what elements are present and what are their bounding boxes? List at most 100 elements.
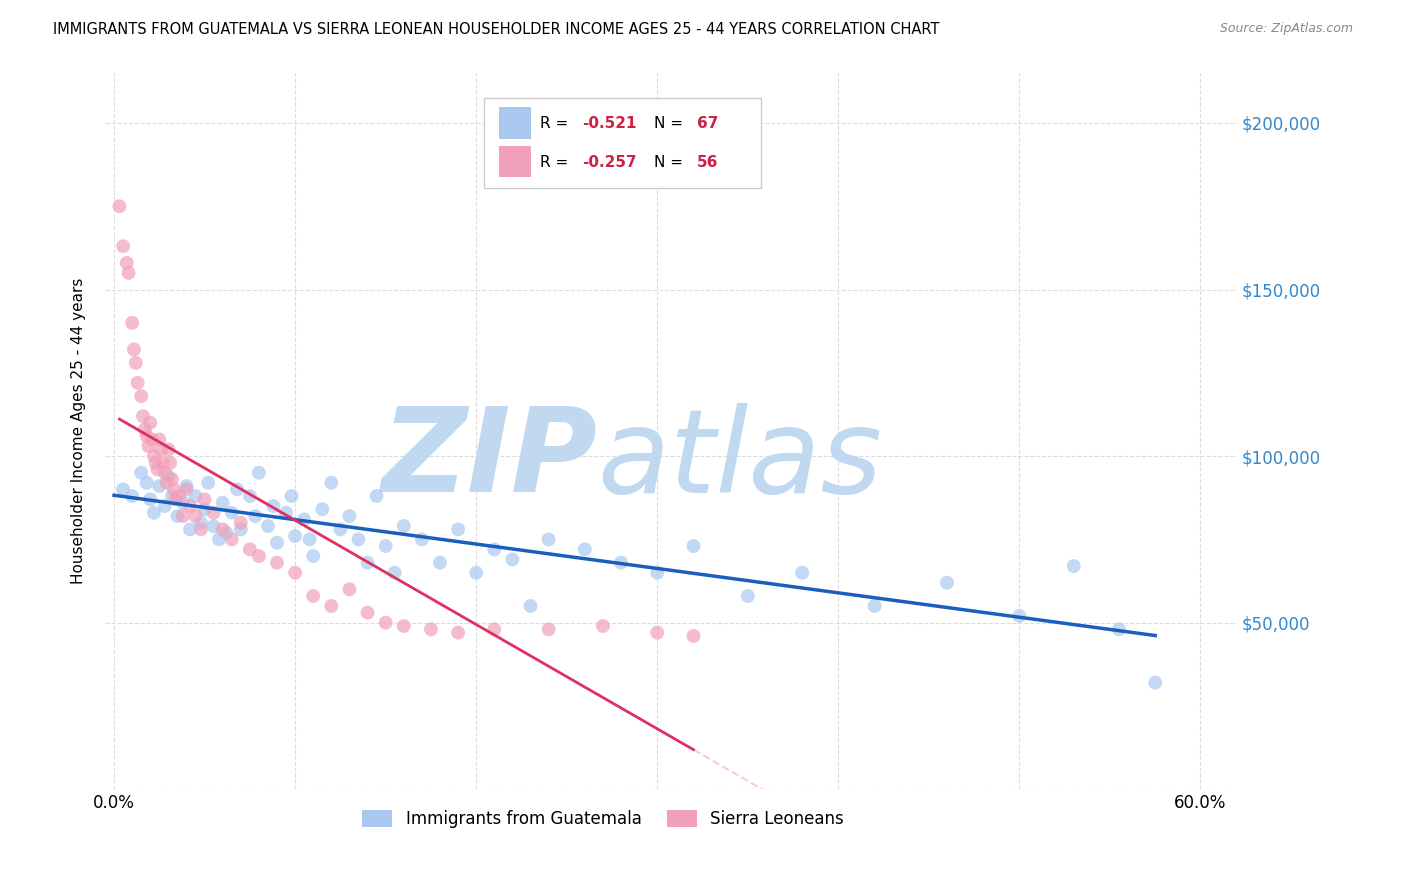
Legend: Immigrants from Guatemala, Sierra Leoneans: Immigrants from Guatemala, Sierra Leonea… bbox=[356, 803, 851, 835]
Point bbox=[194, 492, 217, 507]
Text: Source: ZipAtlas.com: Source: ZipAtlas.com bbox=[1219, 22, 1353, 36]
Point bbox=[339, 582, 361, 597]
Point bbox=[157, 469, 180, 483]
Point bbox=[211, 496, 233, 510]
Point bbox=[610, 556, 633, 570]
Text: -0.257: -0.257 bbox=[582, 155, 637, 170]
Point bbox=[537, 533, 560, 547]
Point bbox=[339, 509, 361, 524]
Point bbox=[184, 489, 207, 503]
Point bbox=[163, 483, 186, 497]
Point bbox=[292, 512, 315, 526]
Point bbox=[141, 433, 163, 447]
Point bbox=[132, 409, 155, 423]
Point bbox=[682, 629, 704, 643]
Point bbox=[167, 489, 190, 503]
Point bbox=[245, 509, 267, 524]
Point bbox=[112, 483, 135, 497]
Point bbox=[356, 556, 378, 570]
Point bbox=[1108, 623, 1130, 637]
Point bbox=[247, 549, 270, 563]
Point bbox=[112, 239, 135, 253]
Point bbox=[247, 466, 270, 480]
Point bbox=[135, 475, 157, 490]
Point bbox=[266, 535, 288, 549]
Point bbox=[211, 522, 233, 536]
Point bbox=[374, 615, 396, 630]
Point bbox=[321, 599, 343, 613]
Point bbox=[108, 199, 131, 213]
Point bbox=[574, 542, 596, 557]
Point bbox=[208, 533, 231, 547]
Point bbox=[172, 509, 194, 524]
Point bbox=[392, 619, 415, 633]
Text: atlas: atlas bbox=[598, 403, 883, 516]
Point bbox=[645, 566, 668, 580]
Point bbox=[142, 506, 165, 520]
Point bbox=[645, 625, 668, 640]
Point bbox=[115, 256, 138, 270]
Point bbox=[215, 525, 238, 540]
Point bbox=[155, 475, 177, 490]
Point bbox=[121, 489, 143, 503]
Point bbox=[302, 589, 325, 603]
Point bbox=[159, 456, 181, 470]
Text: ZIP: ZIP bbox=[381, 402, 598, 517]
Text: 56: 56 bbox=[697, 155, 718, 170]
Point bbox=[166, 509, 188, 524]
Point bbox=[152, 456, 174, 470]
Text: IMMIGRANTS FROM GUATEMALA VS SIERRA LEONEAN HOUSEHOLDER INCOME AGES 25 - 44 YEAR: IMMIGRANTS FROM GUATEMALA VS SIERRA LEON… bbox=[53, 22, 939, 37]
Point bbox=[347, 533, 370, 547]
Point bbox=[221, 506, 243, 520]
Point bbox=[127, 376, 149, 390]
Point bbox=[148, 479, 170, 493]
Point bbox=[194, 502, 217, 516]
Point bbox=[737, 589, 759, 603]
Point bbox=[176, 483, 198, 497]
Point bbox=[135, 429, 157, 443]
Point bbox=[392, 519, 415, 533]
Point bbox=[165, 492, 187, 507]
Point bbox=[160, 472, 183, 486]
Point bbox=[122, 343, 145, 357]
Point bbox=[197, 475, 219, 490]
Point bbox=[792, 566, 814, 580]
Point bbox=[321, 475, 343, 490]
FancyBboxPatch shape bbox=[484, 98, 762, 187]
Text: -0.521: -0.521 bbox=[582, 116, 637, 130]
Point bbox=[142, 449, 165, 463]
Point bbox=[284, 566, 307, 580]
Text: 67: 67 bbox=[697, 116, 718, 130]
Text: N =: N = bbox=[654, 155, 688, 170]
Point bbox=[239, 489, 262, 503]
Point bbox=[257, 519, 280, 533]
Point bbox=[229, 516, 252, 530]
Point bbox=[153, 466, 176, 480]
Point bbox=[274, 506, 297, 520]
Point bbox=[129, 466, 152, 480]
Point bbox=[179, 499, 201, 513]
Point bbox=[190, 522, 212, 536]
Point bbox=[202, 506, 225, 520]
Point bbox=[139, 492, 162, 507]
Point bbox=[519, 599, 541, 613]
Point bbox=[311, 502, 333, 516]
Text: N =: N = bbox=[654, 116, 688, 130]
Point bbox=[172, 496, 194, 510]
Point bbox=[1008, 609, 1031, 624]
Point bbox=[148, 433, 170, 447]
Point bbox=[239, 542, 262, 557]
Point bbox=[146, 462, 169, 476]
Point bbox=[284, 529, 307, 543]
Point bbox=[411, 533, 433, 547]
Point bbox=[229, 522, 252, 536]
Point bbox=[153, 499, 176, 513]
Point bbox=[592, 619, 614, 633]
Point bbox=[384, 566, 406, 580]
Point bbox=[202, 519, 225, 533]
Point bbox=[465, 566, 488, 580]
Point bbox=[366, 489, 388, 503]
Point bbox=[125, 356, 148, 370]
Point bbox=[298, 533, 321, 547]
Point bbox=[682, 539, 704, 553]
